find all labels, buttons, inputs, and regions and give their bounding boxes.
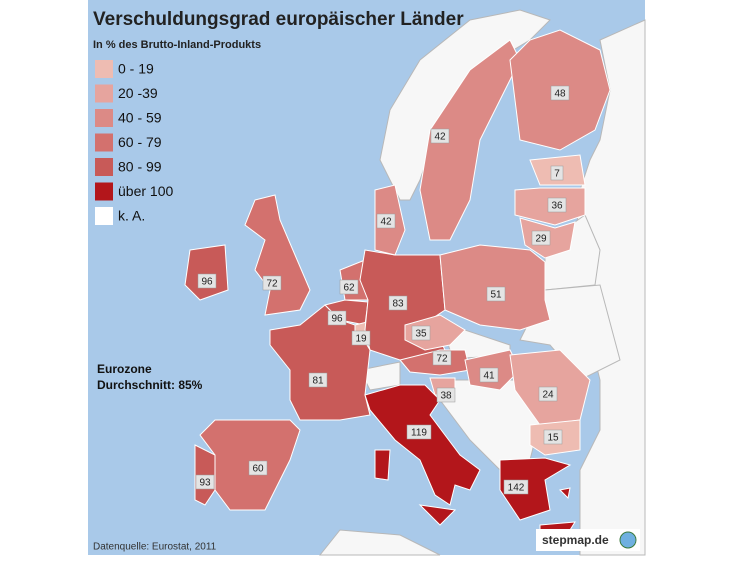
- value-label-box: [308, 372, 328, 388]
- value-label: 96: [201, 277, 213, 288]
- value-label: 81: [312, 376, 324, 387]
- value-label-box: [550, 85, 570, 101]
- value-label: 38: [440, 391, 452, 402]
- country: [364, 384, 481, 506]
- value-label-box: [538, 386, 558, 402]
- value-label: 62: [343, 283, 355, 294]
- legend-label: 0 - 19: [118, 61, 154, 77]
- legend-swatch: [95, 84, 113, 103]
- legend-label: 60 - 79: [118, 134, 162, 150]
- value-labels: 96 72 81 60 93 96 62 19 83 42 42 48 7 36 29 51 35 72 41 38 2…: [195, 85, 570, 495]
- value-label-box: [432, 350, 452, 366]
- value-label-box: [197, 273, 217, 289]
- source: Datenquelle: Eurostat, 2011: [93, 542, 217, 553]
- value-label: 15: [547, 433, 559, 444]
- country: [419, 39, 521, 241]
- value-label: 93: [199, 478, 211, 489]
- value-label-box: [351, 330, 371, 346]
- title: Verschuldungsgrad europäischer Länder: [93, 9, 464, 30]
- value-label-box: [376, 213, 396, 229]
- legend-label: 40 - 59: [118, 110, 162, 126]
- value-label: 19: [355, 334, 367, 345]
- value-label: 36: [551, 201, 563, 212]
- value-label-box: [327, 310, 347, 326]
- value-label: 72: [266, 279, 278, 290]
- country: [558, 487, 571, 500]
- legend: 0 - 19 20 -39 40 - 59 60 - 79 80 - 99 über 10…: [95, 60, 173, 225]
- value-label-box: [248, 460, 268, 476]
- logo: stepmap.de: [542, 533, 609, 547]
- country: [244, 194, 311, 316]
- value-label: 29: [535, 234, 547, 245]
- value-label-box: [406, 424, 432, 440]
- legend-swatch: [95, 207, 113, 225]
- country: [418, 504, 457, 526]
- value-label: 35: [415, 329, 427, 340]
- value-label-box: [503, 479, 529, 495]
- value-label: 7: [554, 169, 560, 180]
- value-label-box: [339, 279, 359, 295]
- country: [184, 244, 229, 301]
- value-label: 42: [380, 217, 392, 228]
- value-label-box: [531, 230, 551, 246]
- value-label-box: [550, 165, 564, 181]
- value-label: 41: [483, 371, 495, 382]
- legend-swatch: [95, 158, 113, 176]
- legend-swatch: [95, 182, 113, 201]
- value-label: 51: [490, 290, 502, 301]
- legend-swatch: [95, 133, 113, 152]
- subtitle: In % des Brutto-Inland-Produkts: [93, 39, 261, 51]
- value-label: 48: [554, 89, 566, 100]
- value-label-box: [262, 275, 282, 291]
- country: [404, 314, 466, 351]
- note: Durchschnitt: 85%: [97, 378, 203, 392]
- value-label: 42: [434, 132, 446, 143]
- legend-label: 80 - 99: [118, 159, 162, 175]
- value-label-box: [195, 474, 215, 490]
- value-label: 83: [392, 299, 404, 310]
- value-label-box: [430, 128, 450, 144]
- value-label: 142: [508, 483, 525, 494]
- value-label-box: [436, 387, 456, 403]
- legend-swatch: [95, 109, 113, 127]
- value-label: 96: [331, 314, 343, 325]
- legend-label: k. A.: [118, 208, 145, 224]
- country: [374, 449, 391, 481]
- country: [499, 457, 572, 521]
- legend-swatch: [95, 60, 113, 78]
- value-label-box: [411, 325, 431, 341]
- value-label: 119: [411, 428, 427, 439]
- logo-globe: [619, 531, 637, 549]
- legend-label: 20 -39: [118, 85, 158, 101]
- legend-label: über 100: [118, 183, 173, 199]
- value-label-box: [543, 429, 563, 445]
- value-label-box: [479, 367, 499, 383]
- value-label: 60: [252, 464, 264, 475]
- logo-box: [536, 529, 640, 551]
- note: Eurozone: [97, 362, 152, 376]
- value-label-box: [547, 197, 567, 213]
- value-label-box: [486, 286, 506, 302]
- value-label: 72: [436, 354, 448, 365]
- value-label: 24: [542, 390, 554, 401]
- value-label-box: [388, 295, 408, 311]
